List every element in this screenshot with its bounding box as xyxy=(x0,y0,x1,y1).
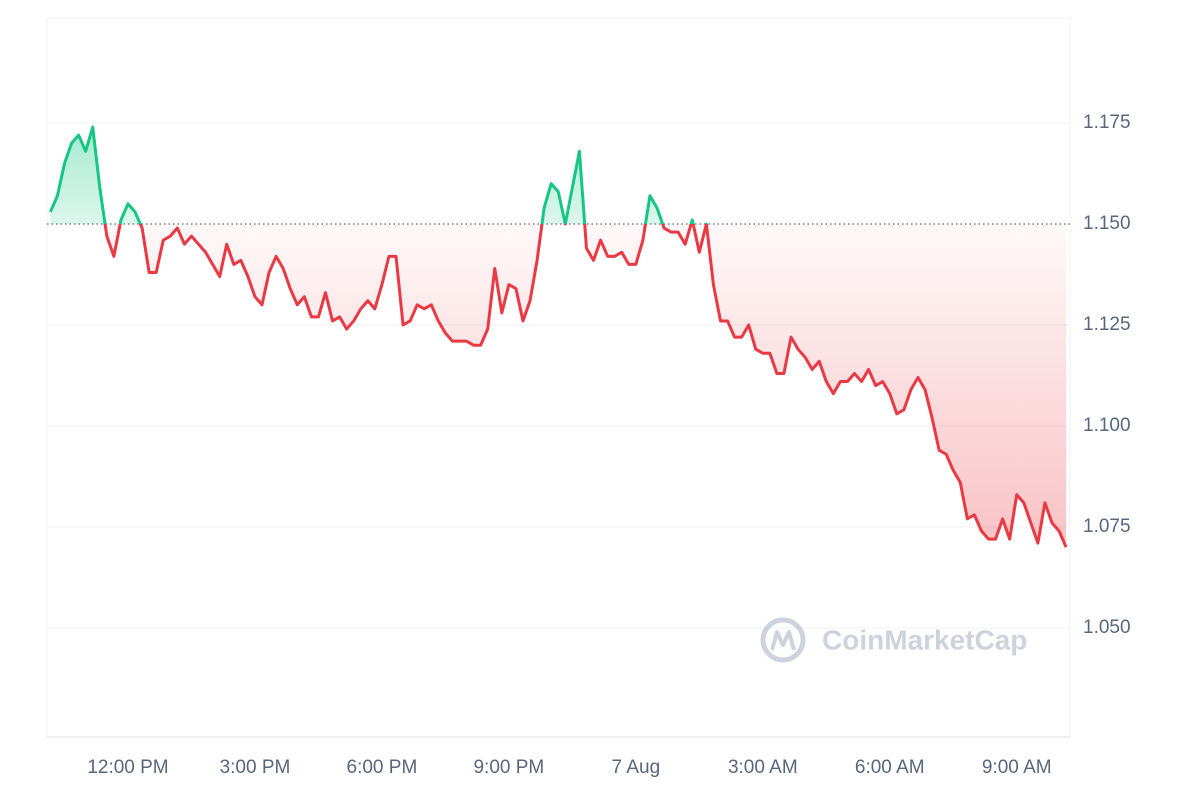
watermark-text: CoinMarketCap xyxy=(822,624,1027,655)
y-tick-label: 1.150 xyxy=(1083,213,1131,234)
x-tick-label: 3:00 AM xyxy=(728,757,798,778)
watermark: CoinMarketCap xyxy=(760,617,1027,663)
watermark-logo xyxy=(760,617,806,663)
x-tick-label: 9:00 PM xyxy=(473,757,544,778)
y-tick-label: 1.100 xyxy=(1083,415,1131,436)
watermark-logo-mark xyxy=(770,630,796,651)
price-line-down xyxy=(103,224,1068,548)
x-tick-label: 3:00 PM xyxy=(220,757,291,778)
x-tick-label: 6:00 PM xyxy=(347,757,418,778)
y-tick-label: 1.175 xyxy=(1083,112,1131,133)
price-line-up xyxy=(49,125,708,225)
y-tick-label: 1.050 xyxy=(1083,617,1131,638)
series xyxy=(47,125,1070,548)
x-tick-label: 12:00 PM xyxy=(87,757,168,778)
area-down xyxy=(50,224,1067,548)
y-tick-label: 1.075 xyxy=(1083,516,1131,537)
x-tick-label: 7 Aug xyxy=(612,757,661,778)
y-tick-label: 1.125 xyxy=(1083,314,1131,335)
x-tick-label: 9:00 AM xyxy=(982,757,1052,778)
x-tick-label: 6:00 AM xyxy=(855,757,925,778)
